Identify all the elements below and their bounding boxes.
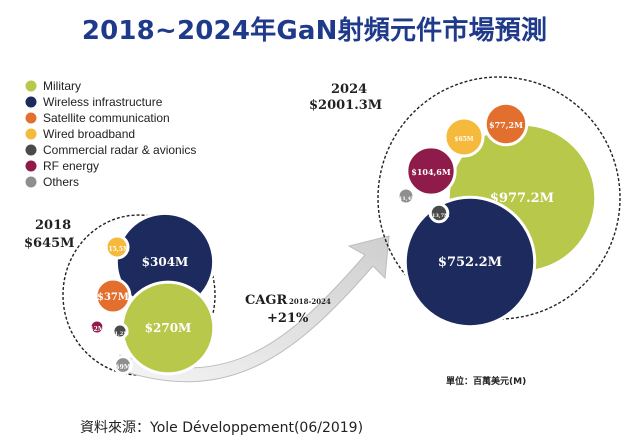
- cagr-label: CAGR: [245, 293, 288, 308]
- bubble-label-2024-wireless-infrastructure: $752.2M: [438, 255, 502, 270]
- year-2018-label: 2018: [35, 218, 71, 233]
- bubble-circle-2018-satellite-communication: [94, 277, 132, 315]
- bubble-label-2018-others: $9M: [116, 364, 131, 371]
- bubble-2018-commercial-radar-avionics: $1,2M: [111, 322, 129, 340]
- bubble-circle-2018-others: [113, 355, 133, 375]
- legend-item-commercial-radar: Commercial radar & avionics: [25, 143, 196, 157]
- cagr-value: +21%: [267, 311, 309, 326]
- year-2024-label: 2024: [331, 82, 367, 97]
- bubble-circle-2024-wired-broadband: [443, 116, 485, 158]
- legend-item-rf-energy: RF energy: [25, 159, 99, 173]
- bubble-circle-2024-commercial-radar-avionics: [428, 202, 450, 224]
- bubble-label-2024-wired-broadband: $65M: [454, 136, 474, 143]
- bubble-circle-2018-rf-energy: [88, 318, 106, 336]
- bubble-2024-satellite-communication: $77,2M: [483, 101, 529, 147]
- total-2018-label: $645M: [24, 236, 75, 251]
- bubble-label-2024-commercial-radar-avionics: $13,7M: [428, 213, 450, 219]
- bubbles-layer: $304M $270M $37M $15,5M $9M $2M $1,2M $977.2M $7…: [88, 101, 598, 376]
- bubble-2018-others: $9M: [113, 355, 133, 375]
- bubble-label-2024-rf-energy: $104,6M: [411, 167, 451, 177]
- bubble-2024-rf-energy: $104,6M: [405, 145, 457, 197]
- legend-wired-swatch: [25, 128, 37, 140]
- bubble-label-2018-satellite-communication: $37M: [97, 292, 129, 303]
- source-note: 資料來源：Yole Développement(06/2019): [80, 420, 363, 436]
- cagr-period: 2018-2024: [289, 297, 331, 306]
- legend-military-swatch: [25, 80, 37, 92]
- legend-others-swatch: [25, 176, 37, 188]
- bubble-label-2024-satellite-communication: $77,2M: [489, 120, 523, 130]
- bubble-2018-rf-energy: $2M: [88, 318, 106, 336]
- bubble-2018-satellite-communication: $37M: [94, 277, 132, 315]
- bubble-2024-wired-broadband: $65M: [443, 116, 485, 158]
- bubble-group-2024-outline: [377, 76, 621, 320]
- bubble-label-2024-military: $977.2M: [490, 191, 554, 206]
- unit-note: 單位：百萬美元(M): [446, 375, 526, 387]
- bubble-label-2018-rf-energy: $2M: [90, 326, 105, 333]
- cagr-annotation: CAGR 2018-2024 +21%: [245, 293, 331, 326]
- legend-wired-label: Wired broadband: [43, 127, 135, 141]
- legend-item-military: Military: [25, 79, 81, 93]
- legend-radar-label: Commercial radar & avionics: [43, 143, 196, 157]
- legend-military-label: Military: [43, 79, 81, 93]
- bubble-circle-2024-wireless-infrastructure: [403, 195, 537, 329]
- bubble-circle-2024-rf-energy: [405, 145, 457, 197]
- bubble-label-2018-wireless-infrastructure: $304M: [142, 255, 189, 269]
- bubble-circle-2024-others: [396, 186, 416, 206]
- bubble-label-2018-wired-broadband: $15,5M: [104, 246, 130, 253]
- bubble-label-2018-commercial-radar-avionics: $1,2M: [111, 331, 129, 337]
- legend-radar-swatch: [25, 144, 37, 156]
- total-2024-label: $2001.3M: [309, 98, 382, 113]
- bubble-label-2024-others: $11,4M: [395, 196, 417, 202]
- legend-satellite-label: Satellite communication: [43, 111, 170, 125]
- bubble-circle-2018-commercial-radar-avionics: [111, 322, 129, 340]
- legend-item-wired-broadband: Wired broadband: [25, 127, 135, 141]
- legend-wireless-label: Wireless infrastructure: [43, 95, 163, 109]
- legend-satellite-swatch: [25, 112, 37, 124]
- bubble-2024-commercial-radar-avionics: $13,7M: [428, 202, 450, 224]
- bubble-2018-military: $270M: [120, 280, 216, 376]
- bubble-label-2018-military: $270M: [145, 321, 192, 335]
- legend-wireless-swatch: [25, 96, 37, 108]
- legend-item-satellite-communication: Satellite communication: [25, 111, 170, 125]
- legend: Military Wireless infrastructure Satelli…: [25, 79, 196, 189]
- bubble-2018-wired-broadband: $15,5M: [104, 234, 130, 260]
- legend-item-others: Others: [25, 175, 79, 189]
- bubble-2024-wireless-infrastructure: $752.2M: [403, 195, 537, 329]
- chart-title: 2018~2024年GaN射頻元件市場預測: [81, 16, 548, 46]
- bubble-circle-2024-satellite-communication: [483, 101, 529, 147]
- legend-item-wireless-infrastructure: Wireless infrastructure: [25, 95, 163, 109]
- legend-others-label: Others: [43, 175, 79, 189]
- bubble-circle-2018-wired-broadband: [104, 234, 130, 260]
- legend-rf-label: RF energy: [43, 159, 99, 173]
- legend-rf-swatch: [25, 160, 37, 172]
- bubble-2024-others: $11,4M: [395, 186, 417, 206]
